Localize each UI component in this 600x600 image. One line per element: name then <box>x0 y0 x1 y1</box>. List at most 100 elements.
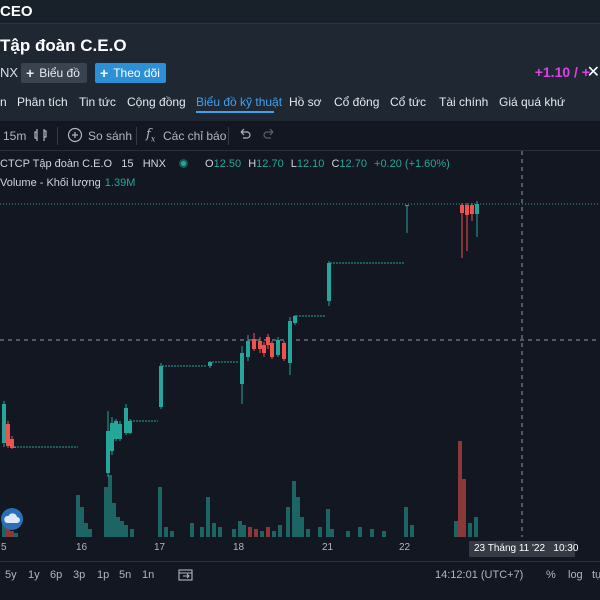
candle <box>293 316 297 323</box>
tab-shareholders[interactable]: Cổ đông <box>334 95 380 109</box>
exchange-label: NX <box>0 65 19 80</box>
volume-bar <box>346 531 350 537</box>
volume-bar <box>200 527 204 537</box>
volume-bar <box>410 525 414 537</box>
volume-bar <box>454 521 458 537</box>
volume-bar <box>238 521 242 537</box>
candle <box>270 343 274 357</box>
volume-label: Volume - Khối lượng <box>0 177 101 189</box>
volume-bar <box>266 527 270 537</box>
crosshair-time-label: 23 Tháng 11 '22 10:30 <box>469 541 578 557</box>
range-5y[interactable]: 5y <box>5 569 17 581</box>
volume-bar <box>212 523 216 537</box>
volume-bar <box>272 531 276 537</box>
candle <box>258 341 262 349</box>
tab-price-history[interactable]: Giá quá khứ <box>499 95 566 109</box>
tab-technical-chart[interactable]: Biểu đồ kỹ thuật <box>196 95 283 109</box>
volume-bar <box>158 487 162 537</box>
volume-bar <box>404 507 408 537</box>
volume-value: 1.39M <box>104 177 136 189</box>
tab-news[interactable]: Tin tức <box>79 95 116 109</box>
candle <box>327 263 331 301</box>
range-6m[interactable]: 6p <box>50 569 63 581</box>
log-toggle[interactable]: log <box>568 569 583 581</box>
volume-bar <box>286 507 290 537</box>
candle <box>118 424 122 439</box>
chart-button[interactable]: + Biểu đồ <box>21 63 87 83</box>
close-value: 12.70 <box>339 158 367 170</box>
volume-bar <box>116 517 120 537</box>
range-5d[interactable]: 5n <box>119 569 132 581</box>
legend-interval: 15 <box>121 158 134 170</box>
interval-selector[interactable]: 15m <box>3 129 27 143</box>
tab-profile[interactable]: Hồ sơ <box>289 95 322 109</box>
volume-bar <box>2 519 6 537</box>
low-label: L <box>290 158 297 170</box>
volume-bar <box>80 507 84 537</box>
volume-bar <box>6 527 10 537</box>
legend-symbol: CTCP Tập đoàn C.E.O <box>0 158 113 170</box>
volume-bar <box>170 531 174 537</box>
chart-legend: CTCP Tập đoàn C.E.O 15 HNX O12.50 H12.70… <box>0 158 454 170</box>
compare-button[interactable]: So sánh <box>88 129 133 143</box>
volume-bar <box>112 503 116 537</box>
x-tick: 22 <box>399 542 411 553</box>
candle <box>2 404 6 443</box>
change-value: +0.20 (+1.60%) <box>374 158 450 170</box>
active-tab-indicator <box>196 111 274 113</box>
volume-bar <box>232 529 236 537</box>
volume-bar <box>358 527 362 537</box>
volume-bar <box>88 529 92 537</box>
market-status-icon <box>178 159 188 168</box>
volume-bar <box>242 525 246 537</box>
volume-bar <box>462 479 466 537</box>
close-icon[interactable]: ✕ <box>586 64 600 81</box>
volume-bar <box>190 523 194 537</box>
tab-dividends[interactable]: Cổ tức <box>390 95 427 109</box>
range-1m[interactable]: 1p <box>97 569 110 581</box>
volume-bar <box>248 527 252 537</box>
indicators-button[interactable]: Các chỉ báo <box>163 129 227 143</box>
candle <box>208 362 212 366</box>
date-range-icon[interactable] <box>178 568 194 585</box>
range-1d[interactable]: 1n <box>142 569 155 581</box>
undo-icon[interactable] <box>236 127 252 146</box>
indicators-fx-icon[interactable]: fx <box>146 127 156 144</box>
candlestick-plot[interactable] <box>0 121 600 600</box>
volume-bar <box>104 487 108 537</box>
cloud-icon[interactable] <box>1 508 23 530</box>
time-axis[interactable]: 5 16 17 18 21 22 <box>0 537 600 557</box>
plus-icon: + <box>100 65 109 81</box>
tab-community[interactable]: Cộng đồng <box>127 95 186 109</box>
volume-bar <box>292 481 296 537</box>
candle <box>465 205 469 215</box>
tab-financials[interactable]: Tài chính <box>439 95 489 109</box>
follow-button[interactable]: + Theo dõi <box>95 63 166 83</box>
volume-bar <box>76 495 80 537</box>
candle <box>106 431 110 473</box>
candle <box>110 423 114 451</box>
volume-bar <box>254 529 258 537</box>
range-1y[interactable]: 1y <box>28 569 40 581</box>
open-value: 12.50 <box>213 158 242 170</box>
volume-bar <box>296 497 300 537</box>
auto-toggle[interactable]: tự <box>592 569 600 581</box>
chart-panel[interactable]: 15m So sánh fx Các chỉ báo CTCP Tập đoàn… <box>0 121 600 600</box>
percent-toggle[interactable]: % <box>546 569 556 581</box>
redo-icon[interactable] <box>262 127 278 146</box>
tab-overview[interactable]: n <box>0 95 7 109</box>
x-tick: 17 <box>154 542 166 553</box>
low-value: 12.10 <box>296 158 325 170</box>
candle-style-icon[interactable] <box>33 127 49 146</box>
tab-analysis[interactable]: Phân tích <box>17 95 68 109</box>
company-name: Tập đoàn C.E.O <box>0 36 127 55</box>
nav-tabs: n Phân tích Tin tức Cộng đồng Biểu đồ kỹ… <box>0 92 600 116</box>
volume-bar <box>330 529 334 537</box>
range-3m[interactable]: 3p <box>73 569 86 581</box>
candle <box>10 439 14 448</box>
volume-bar <box>260 531 264 537</box>
x-tick: 16 <box>76 542 88 553</box>
compare-add-icon[interactable] <box>67 127 83 146</box>
open-label: O <box>205 158 214 170</box>
candle <box>288 321 292 363</box>
